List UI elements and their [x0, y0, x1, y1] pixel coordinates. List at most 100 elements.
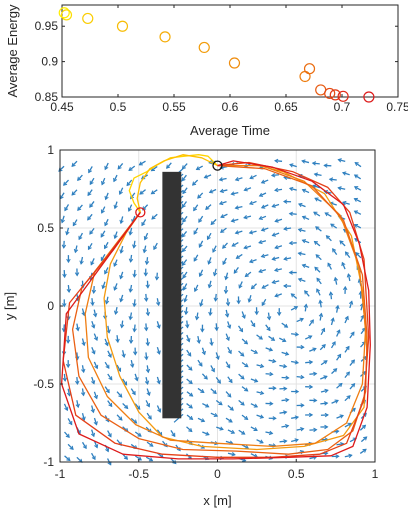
quiver-arrow	[204, 174, 212, 179]
quiver-arrow-head	[186, 338, 191, 343]
quiver-arrow-head	[216, 379, 221, 384]
quiver-arrow	[241, 386, 249, 392]
quiver-arrow	[113, 259, 118, 267]
quiver-arrow	[259, 215, 267, 220]
quiver-arrow-head	[284, 351, 290, 356]
quiver-arrow	[225, 417, 233, 423]
quiver-arrow	[314, 266, 321, 273]
quiver-arrow	[225, 333, 230, 341]
quiver-arrow	[119, 294, 124, 302]
quiver-arrow	[290, 439, 299, 443]
quiver-arrow	[296, 428, 304, 431]
quiver-arrow-head	[156, 324, 161, 329]
quiver-arrow	[283, 257, 292, 260]
quiver-arrow	[225, 361, 231, 369]
quiver-arrow	[241, 414, 249, 420]
quiver-arrow	[196, 165, 204, 171]
quiver-arrow-head	[146, 403, 151, 408]
quiver-arrow-head	[119, 324, 125, 329]
quiver-arrow-head	[231, 452, 236, 457]
quiver-arrow-head	[219, 188, 224, 194]
quiver-arrow	[66, 227, 70, 235]
quiver-arrow-head	[223, 289, 229, 295]
quiver-arrow-head	[308, 335, 313, 340]
quiver-arrow-head	[239, 328, 244, 333]
quiver-arrow-head	[104, 221, 109, 227]
quiver-arrow-head	[188, 380, 193, 385]
quiver-arrow-head	[241, 430, 246, 435]
quiver-arrow	[186, 320, 189, 328]
quiver-arrow	[313, 211, 321, 217]
quiver-arrow	[320, 328, 325, 336]
quiver-arrow	[354, 174, 362, 180]
quiver-arrow-head	[301, 215, 307, 220]
quiver-arrow-head	[259, 439, 264, 444]
quiver-arrow-head	[323, 375, 328, 380]
quiver-arrow	[225, 391, 232, 398]
quiver-arrow	[77, 174, 83, 181]
quiver-arrow-head	[288, 240, 293, 246]
quiver-arrow-head	[228, 418, 233, 423]
quiver-arrow-head	[197, 194, 202, 199]
quiver-arrow	[199, 299, 204, 307]
quiver-arrow-head	[148, 457, 154, 462]
quiver-arrow-head	[108, 376, 113, 381]
quiver-arrow	[186, 426, 193, 433]
quiver-arrow	[145, 456, 153, 462]
quiver-arrow-head	[253, 427, 258, 431]
quiver-arrow	[344, 395, 351, 402]
quiver-arrow	[206, 232, 212, 240]
quiver-arrow	[320, 402, 328, 405]
quiver-arrow	[360, 327, 366, 335]
quiver-arrow	[133, 324, 136, 332]
quiver-arrow	[308, 319, 314, 327]
quiver-arrow	[194, 284, 199, 292]
quiver-arrow	[302, 264, 310, 268]
quiver-arrow-head	[337, 353, 342, 358]
quiver-arrow-head	[266, 316, 272, 321]
quiver-arrow	[314, 197, 322, 202]
quiver-arrow	[141, 219, 147, 226]
quiver-arrow-head	[194, 316, 200, 321]
quiver-arrow-head	[193, 257, 198, 262]
quiver-arrow	[256, 364, 264, 368]
quiver-arrow-head	[283, 283, 288, 289]
quiver-arrow-head	[341, 261, 346, 267]
quiver-arrow-head	[213, 412, 219, 418]
quiver-arrow	[250, 453, 258, 458]
quiver-arrow	[215, 399, 223, 406]
quiver-arrow-head	[220, 214, 225, 219]
quiver-arrow-head	[294, 415, 300, 420]
quiver-arrow	[338, 187, 346, 190]
quiver-arrow	[219, 201, 227, 205]
quiver-arrow	[91, 429, 95, 437]
trajectory-line	[60, 160, 371, 460]
quiver-arrow	[298, 252, 306, 256]
quiver-arrow-head	[123, 455, 129, 460]
quiver-arrow	[202, 431, 210, 436]
quiver-arrow-head	[300, 403, 305, 408]
quiver-arrow-head	[68, 421, 73, 426]
quiver-arrow-head	[189, 415, 194, 420]
quiver-arrow-head	[309, 319, 314, 324]
quiver-arrow	[146, 365, 149, 373]
quiver-arrow	[271, 174, 280, 177]
pareto-point	[116, 20, 129, 32]
quiver-arrow-head	[91, 324, 96, 329]
quiver-arrow	[227, 429, 235, 434]
quiver-arrow-head	[66, 288, 72, 294]
quiver-arrow-head	[316, 288, 321, 293]
quiver-arrow-head	[243, 340, 249, 345]
quiver-arrow-head	[260, 253, 266, 259]
quiver-arrow-head	[294, 389, 300, 394]
quiver-arrow-head	[344, 315, 349, 321]
quiver-arrow	[238, 399, 245, 406]
quiver-arrow	[91, 320, 95, 329]
trajectory-line	[84, 164, 367, 448]
quiver-arrow-head	[226, 364, 231, 369]
trajectory-x-tick-label: -0.5	[128, 467, 149, 481]
quiver-arrow-head	[196, 339, 201, 344]
quiver-arrow	[314, 240, 321, 247]
quiver-arrow	[235, 177, 243, 181]
quiver-arrow-head	[113, 234, 118, 240]
